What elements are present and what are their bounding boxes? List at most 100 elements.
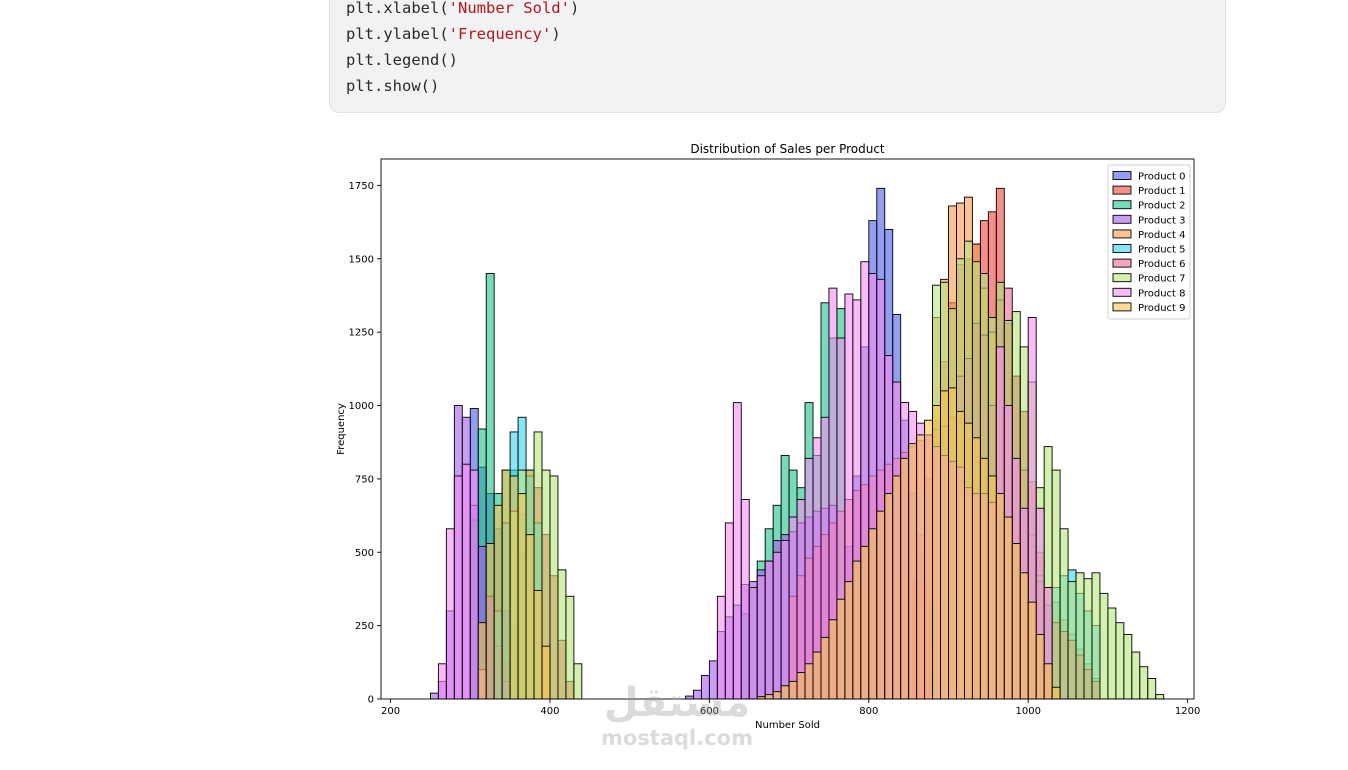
bar [804,457,814,700]
y-tick-label: 1500 [349,254,374,265]
x-tick-label: 800 [859,706,878,717]
bar [453,475,463,700]
y-axis-label: Frequency [336,403,347,455]
bar [868,528,878,700]
legend-swatch [1112,258,1132,268]
bar [796,498,806,700]
legend-swatch [1112,273,1132,283]
legend-swatch [1112,171,1132,180]
x-tick-label: 1200 [1175,706,1200,717]
bar [541,645,551,700]
y-tick-label: 500 [355,548,374,559]
bar [700,675,710,700]
bar [732,402,742,700]
chart-title: Distribution of Sales per Product [690,142,885,156]
bar [820,636,830,700]
bar [549,475,559,700]
bar [493,504,503,700]
x-axis-label: Number Sold [755,720,820,731]
bar [844,581,854,700]
bar [876,510,886,700]
code-line-xlabel: plt.xlabel('Number Sold') [346,0,580,17]
legend-swatch [1112,214,1132,224]
bar [804,663,814,700]
bar [908,443,918,700]
legend-label: Product 7 [1138,274,1186,285]
bar [1011,543,1021,700]
bar [740,498,750,700]
bar [1051,469,1061,700]
bar [932,405,941,700]
bar [772,551,782,700]
bar [557,569,567,700]
bar [477,622,487,700]
bar [1115,622,1125,700]
bar [764,560,774,700]
bar [525,534,535,700]
legend-label: Product 6 [1138,259,1186,270]
y-tick-label: 0 [368,695,374,706]
bar [979,457,989,700]
histogram-chart: 200 400 600 800 1000 1200 0 250 500 750 1000 1250 15… [336,142,1200,731]
bar [1027,601,1037,700]
bar [1123,633,1133,700]
bar [884,493,894,700]
legend-label: Product 1 [1138,186,1186,197]
bar [900,457,910,700]
x-tick-label: 200 [381,706,400,717]
bar [1083,578,1093,700]
bar [1043,663,1053,700]
code-line-show: plt.show() [346,77,440,95]
bar [573,663,583,700]
legend-label: Product 3 [1138,215,1186,226]
bar [501,469,511,700]
y-tick-label: 1250 [349,328,374,339]
bar [780,540,790,700]
bar [485,543,495,700]
legend-swatch [1112,200,1132,210]
bar [1131,651,1141,700]
bar [916,434,926,700]
bar [956,410,965,700]
bar [1147,678,1157,700]
bar [1075,572,1085,700]
x-tick-label: 1000 [1015,706,1040,717]
bar [1091,572,1101,700]
bar [445,528,455,700]
bar [764,694,774,700]
bar [948,387,957,700]
bar [724,522,734,700]
legend-label: Product 5 [1138,245,1186,256]
legend-label: Product 8 [1138,288,1186,299]
bar [517,493,527,700]
legend-swatch [1112,287,1132,297]
legend-label: Product 2 [1138,201,1186,212]
bar [1051,686,1061,700]
bar [509,475,519,700]
bar [836,598,846,700]
y-tick-label: 1000 [349,401,374,412]
bar [971,437,981,700]
legend-swatch [1112,244,1132,253]
axes-frame [380,158,1195,700]
legend-swatch [1112,185,1132,195]
bar [1107,607,1117,700]
bar [1003,516,1013,700]
x-tick-label: 600 [700,706,719,717]
bar [987,475,997,700]
bar [788,680,798,700]
bar [964,422,973,700]
bar [924,419,934,700]
bar [533,589,543,700]
bar [780,685,790,700]
bar [860,545,870,700]
bar [1155,694,1165,700]
y-tick-label: 750 [355,474,374,485]
bar [1035,633,1045,700]
y-tick-label: 1750 [349,181,374,192]
legend-swatch [1112,229,1132,239]
legend-label: Product 4 [1138,230,1186,241]
bar [748,587,758,700]
y-tick-label: 250 [355,621,374,632]
bar [693,689,702,700]
